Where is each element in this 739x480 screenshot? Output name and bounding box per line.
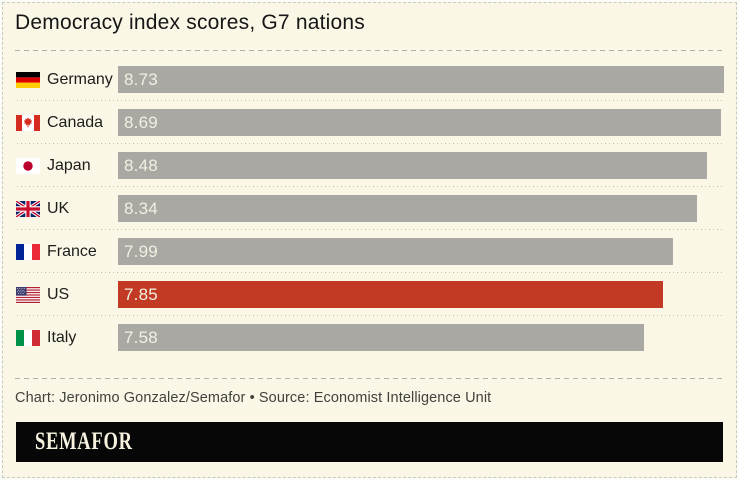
country-cell: US (15, 286, 118, 304)
bar: 7.85 (118, 281, 663, 308)
country-label: UK (47, 199, 70, 217)
bar-value-label: 8.34 (124, 198, 158, 218)
bar: 8.34 (118, 195, 697, 222)
bar-value-label: 7.58 (124, 327, 158, 347)
uk-flag-icon (16, 200, 40, 217)
bar: 7.99 (118, 238, 673, 265)
bar-track: 8.34 (118, 195, 724, 222)
bar-track: 7.99 (118, 238, 724, 265)
country-label: Japan (47, 156, 91, 174)
bar-value-label: 8.48 (124, 155, 158, 175)
bar: 7.58 (118, 324, 645, 351)
us-flag-icon (16, 286, 40, 303)
country-cell: Canada (15, 114, 118, 132)
japan-flag-icon (16, 157, 40, 174)
germany-flag-icon (16, 71, 40, 88)
chart-row: US 7.85 (15, 273, 724, 316)
title-divider (15, 50, 725, 51)
bar-track: 8.73 (118, 66, 724, 93)
chart-row: Italy 7.58 (15, 316, 724, 359)
country-label: US (47, 285, 70, 303)
bar-chart: Germany 8.73 Canada 8.69 Japan 8.48 (15, 58, 724, 359)
italy-flag-icon (16, 329, 40, 346)
chart-row: Germany 8.73 (15, 58, 724, 101)
country-label: Italy (47, 328, 77, 346)
chart-row: Japan 8.48 (15, 144, 724, 187)
bar-track: 8.48 (118, 152, 724, 179)
bar-track: 8.69 (118, 109, 724, 136)
bar-track: 7.58 (118, 324, 724, 351)
semafor-logo: SEMAFOR (35, 428, 133, 455)
bar: 8.48 (118, 152, 707, 179)
bar-track: 7.85 (118, 281, 724, 308)
credit-line: Chart: Jeronimo Gonzalez/Semafor • Sourc… (15, 390, 492, 406)
chart-row: Canada 8.69 (15, 101, 724, 144)
country-cell: France (15, 243, 118, 261)
canada-flag-icon (16, 114, 40, 131)
bar-value-label: 8.69 (124, 112, 158, 132)
bar-value-label: 7.99 (124, 241, 158, 261)
country-label: Germany (47, 70, 113, 88)
chart-title: Democracy index scores, G7 nations (15, 11, 365, 34)
country-cell: Germany (15, 71, 118, 89)
bar-value-label: 7.85 (124, 284, 158, 304)
country-label: Canada (47, 113, 104, 131)
bar: 8.69 (118, 109, 722, 136)
country-label: France (47, 242, 97, 260)
country-cell: UK (15, 200, 118, 218)
chart-row: UK 8.34 (15, 187, 724, 230)
semafor-logo-bar: SEMAFOR (16, 422, 723, 462)
bar: 8.73 (118, 66, 724, 93)
country-cell: Italy (15, 329, 118, 347)
chart-row: France 7.99 (15, 230, 724, 273)
bar-value-label: 8.73 (124, 69, 158, 89)
france-flag-icon (16, 243, 40, 260)
country-cell: Japan (15, 157, 118, 175)
footer-divider (15, 378, 725, 379)
